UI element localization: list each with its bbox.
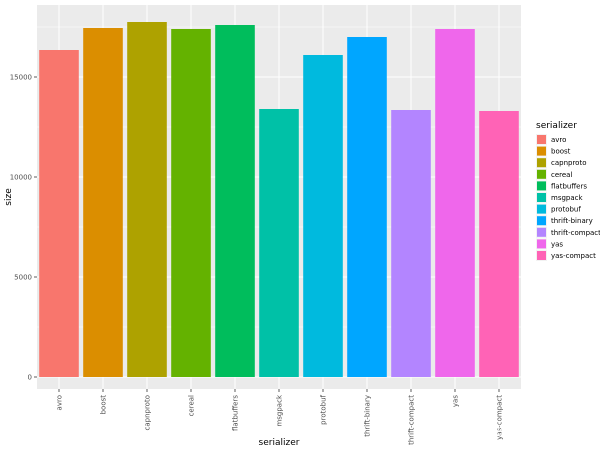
bar-cereal	[171, 29, 211, 377]
legend-swatch-cereal	[537, 169, 546, 179]
y-axis-title: size	[4, 188, 14, 206]
legend-label-thrift-compact: thrift-compact	[551, 229, 600, 237]
y-tick-label: 5000	[14, 274, 32, 282]
x-tick-label: msgpack	[276, 394, 284, 426]
legend-swatch-protobuf	[537, 204, 546, 214]
legend-label-yas: yas	[551, 240, 563, 248]
x-tick-label: avro	[56, 395, 64, 410]
x-tick-label: boost	[100, 395, 108, 415]
bar-yas	[435, 29, 475, 377]
legend-swatch-boost	[537, 146, 546, 156]
bar-flatbuffers	[215, 25, 255, 377]
x-tick-label: cereal	[188, 395, 196, 416]
x-tick-label: capnproto	[144, 395, 152, 431]
x-tick-label: thrift-binary	[364, 395, 372, 437]
y-tick-label: 10000	[10, 174, 32, 182]
legend-swatch-capnproto	[537, 158, 546, 168]
legend-label-yas-compact: yas-compact	[551, 252, 596, 260]
legend-label-thrift-binary: thrift-binary	[551, 217, 593, 225]
bar-boost	[83, 28, 123, 377]
x-axis-title: serializer	[259, 438, 300, 448]
x-tick-label: protobuf	[320, 394, 328, 424]
y-tick-label: 0	[28, 374, 32, 382]
x-axis: avro boost capnproto cereal flatbuffers msgpa…	[56, 389, 504, 445]
bar-yas-compact	[479, 111, 519, 377]
bar-avro	[39, 50, 79, 377]
y-axis: 0 5000 10000 15000	[10, 74, 37, 382]
bar-capnproto	[127, 22, 167, 377]
y-tick-label: 15000	[10, 74, 32, 82]
legend-swatch-flatbuffers	[537, 181, 546, 191]
bar-protobuf	[303, 55, 343, 377]
legend-label-capnproto: capnproto	[551, 159, 587, 167]
x-tick-label: yas-compact	[496, 395, 504, 440]
legend-title: serializer	[536, 121, 577, 131]
legend-swatch-thrift-binary	[537, 216, 546, 226]
legend-label-avro: avro	[551, 136, 566, 144]
legend-swatch-yas-compact	[537, 251, 546, 260]
legend: serializer avro boost capnproto cereal flatb…	[536, 121, 600, 261]
bar-thrift-binary	[347, 37, 387, 377]
bar-msgpack	[259, 109, 299, 377]
legend-label-protobuf: protobuf	[551, 206, 581, 214]
x-tick-label: flatbuffers	[232, 395, 240, 431]
legend-swatch-msgpack	[537, 193, 546, 202]
legend-label-msgpack: msgpack	[551, 194, 583, 202]
legend-label-boost: boost	[551, 148, 571, 156]
legend-label-flatbuffers: flatbuffers	[551, 182, 587, 190]
legend-swatch-yas	[537, 239, 546, 249]
legend-swatch-avro	[537, 135, 546, 144]
x-tick-label: thrift-compact	[408, 395, 416, 445]
legend-label-cereal: cereal	[551, 171, 572, 179]
bar-thrift-compact	[391, 110, 431, 377]
bars	[39, 22, 519, 377]
x-tick-label: yas	[452, 395, 460, 407]
legend-swatch-thrift-compact	[537, 227, 546, 237]
watermark: 知乎 @蘑菇炖提莫	[454, 417, 587, 436]
